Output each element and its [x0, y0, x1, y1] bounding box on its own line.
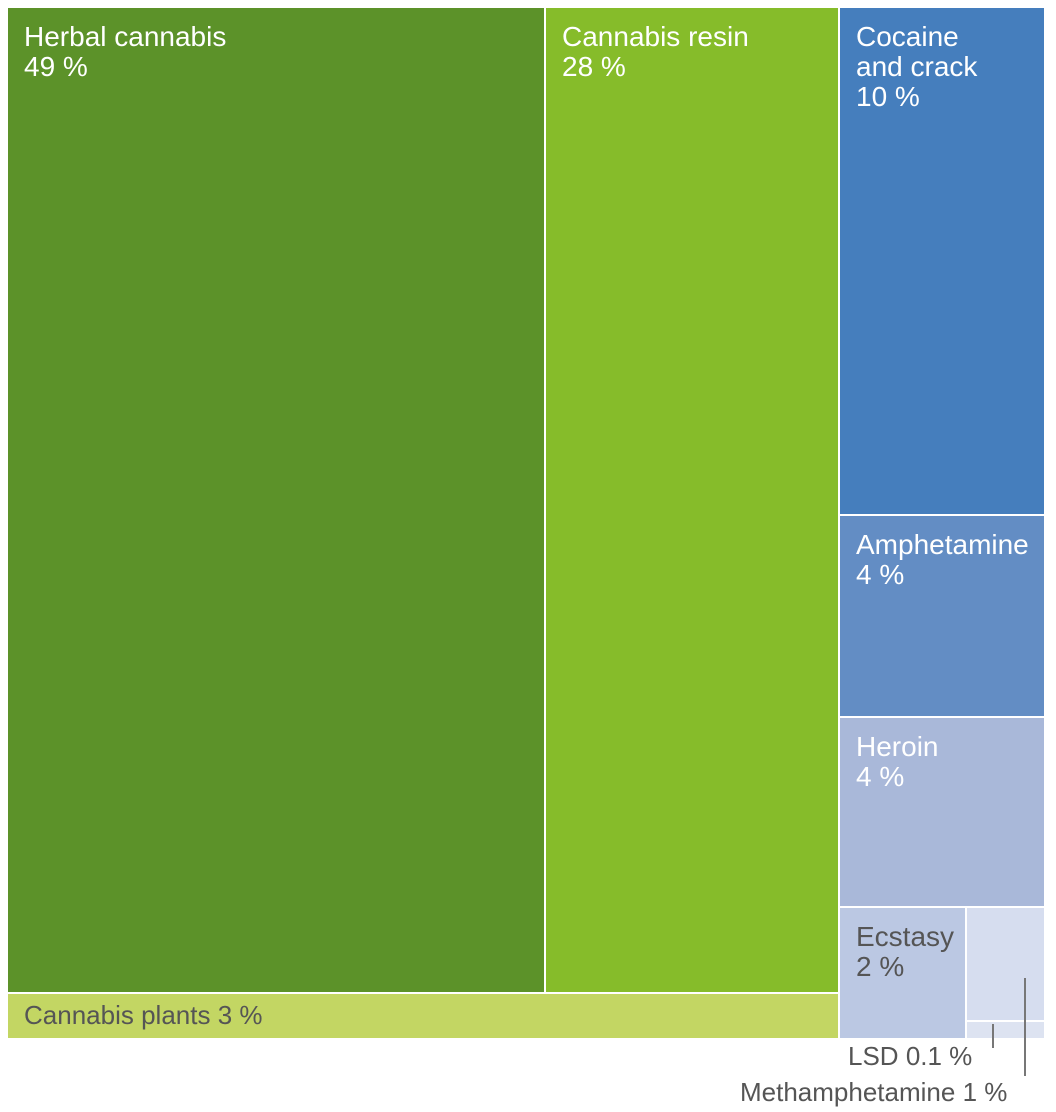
tile-name: LSD	[848, 1041, 899, 1071]
tile-herbal-cannabis: Herbal cannabis 49 %	[8, 8, 544, 992]
tile-value: 0.1 %	[905, 1041, 973, 1071]
tile-ecstasy: Ecstasy 2 %	[840, 908, 965, 1038]
tile-lsd	[967, 1022, 1044, 1038]
tile-cannabis-resin: Cannabis resin 28 %	[546, 8, 838, 992]
tile-name: Cannabis plants	[24, 1000, 211, 1030]
tile-label-cocaine-and-crack: Cocaine and crack 10 %	[856, 22, 977, 112]
tile-name: Herbal cannabis	[24, 21, 227, 52]
tile-label-ecstasy: Ecstasy 2 %	[856, 922, 954, 982]
tile-value: 49 %	[24, 51, 88, 82]
tile-value: 2 %	[856, 951, 905, 982]
leader-line-methamphetamine	[1024, 978, 1026, 1076]
tile-value: 28 %	[562, 51, 626, 82]
tile-value: 1 %	[962, 1077, 1008, 1107]
tile-amphetamine: Amphetamine 4 %	[840, 516, 1044, 716]
external-label-methamphetamine: Methamphetamine 1 %	[740, 1078, 1007, 1106]
tile-label-cannabis-resin: Cannabis resin 28 %	[562, 22, 749, 82]
tile-value: 10 %	[856, 81, 920, 112]
tile-label-cannabis-plants: Cannabis plants 3 %	[24, 1000, 263, 1030]
tile-name: Cocaine and crack	[856, 21, 978, 82]
tile-label-heroin: Heroin 4 %	[856, 732, 938, 792]
tile-cannabis-plants: Cannabis plants 3 %	[8, 994, 838, 1038]
tile-name: Methamphetamine	[740, 1077, 956, 1107]
tile-cocaine-and-crack: Cocaine and crack 10 %	[840, 8, 1044, 514]
tile-name: Ecstasy	[856, 921, 955, 952]
tile-label-herbal-cannabis: Herbal cannabis 49 %	[24, 22, 226, 82]
leader-line-lsd	[992, 1024, 994, 1048]
tile-methamphetamine	[967, 908, 1044, 1020]
external-label-lsd: LSD 0.1 %	[848, 1042, 972, 1070]
tile-name: Amphetamine	[856, 529, 1029, 560]
tile-heroin: Heroin 4 %	[840, 718, 1044, 906]
tile-label-amphetamine: Amphetamine 4 %	[856, 530, 1029, 590]
tile-value: 4 %	[856, 761, 905, 792]
tile-value: 4 %	[856, 559, 905, 590]
tile-value: 3 %	[217, 1000, 263, 1030]
tile-name: Heroin	[856, 731, 939, 762]
tile-name: Cannabis resin	[562, 21, 749, 52]
